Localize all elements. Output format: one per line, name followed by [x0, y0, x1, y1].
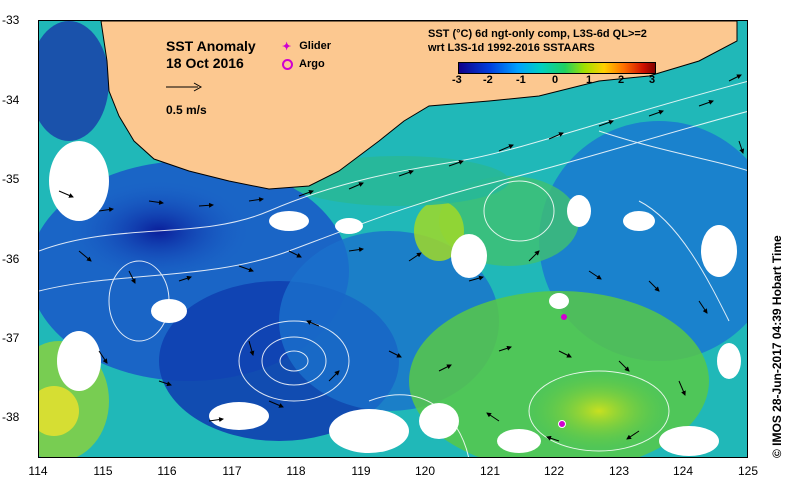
credit-text: © IMOS 28-Jun-2017 04:39 Hobart Time [770, 235, 784, 458]
product-line-2: wrt L3S-1d 1992-2016 SSTAARS [428, 42, 595, 54]
y-tick-label: -33 [2, 13, 20, 27]
colorbar-tick: 1 [586, 74, 593, 86]
x-tick-label: 117 [222, 464, 242, 478]
x-tick-label: 124 [672, 464, 694, 478]
colorbar-tick: -3 [452, 74, 462, 86]
velocity-arrows [58, 74, 745, 442]
colorbar [458, 62, 656, 74]
streamlines [39, 81, 747, 457]
title-line-2: 18 Oct 2016 [166, 55, 244, 71]
x-tick-label: 121 [479, 464, 501, 478]
y-tick-label: -34 [2, 93, 20, 107]
x-tick-label: 115 [93, 464, 113, 478]
y-tick-label: -36 [2, 252, 20, 266]
x-tick-label: 120 [414, 464, 436, 478]
legend-glider-label: Glider [299, 40, 332, 52]
map-title: SST Anomaly 18 Oct 2016 [166, 38, 256, 72]
product-line-1: SST (°C) 6d ngt-only comp, L3S-6d QL>=2 [428, 28, 647, 40]
product-description: SST (°C) 6d ngt-only comp, L3S-6d QL>=2 … [428, 27, 647, 55]
colorbar-tick: -2 [483, 74, 493, 86]
scale-label: 0.5 m/s [166, 103, 207, 117]
sst-map [38, 20, 748, 458]
colorbar-tick: 2 [618, 74, 625, 86]
cloud-mask [49, 31, 741, 456]
x-tick-label: 116 [157, 464, 177, 478]
x-tick-label: 118 [286, 464, 306, 478]
argo-icon [282, 58, 293, 70]
y-tick-label: -37 [2, 331, 20, 345]
title-line-1: SST Anomaly [166, 38, 256, 54]
x-tick-label: 123 [608, 464, 630, 478]
sst-map-canvas [39, 21, 747, 457]
colorbar-tick: -1 [516, 74, 526, 86]
marker-legend: ✦ Glider Argo [282, 38, 331, 74]
y-tick-label: -38 [2, 410, 20, 424]
glider-marker [561, 314, 567, 320]
colorbar-tick: 3 [649, 74, 656, 86]
colorbar-tick: 0 [552, 74, 559, 86]
y-tick-label: -35 [2, 172, 20, 186]
colorbar-ticks: -3 -2 -1 0 1 2 3 [452, 74, 660, 88]
glider-marker [558, 420, 566, 428]
x-tick-label: 125 [737, 464, 759, 478]
x-tick-label: 119 [351, 464, 371, 478]
x-tick-label: 122 [543, 464, 565, 478]
glider-icon: ✦ [282, 40, 292, 53]
x-tick-label: 114 [28, 464, 48, 478]
legend-argo-label: Argo [299, 58, 325, 70]
scale-arrow-icon [166, 82, 203, 92]
